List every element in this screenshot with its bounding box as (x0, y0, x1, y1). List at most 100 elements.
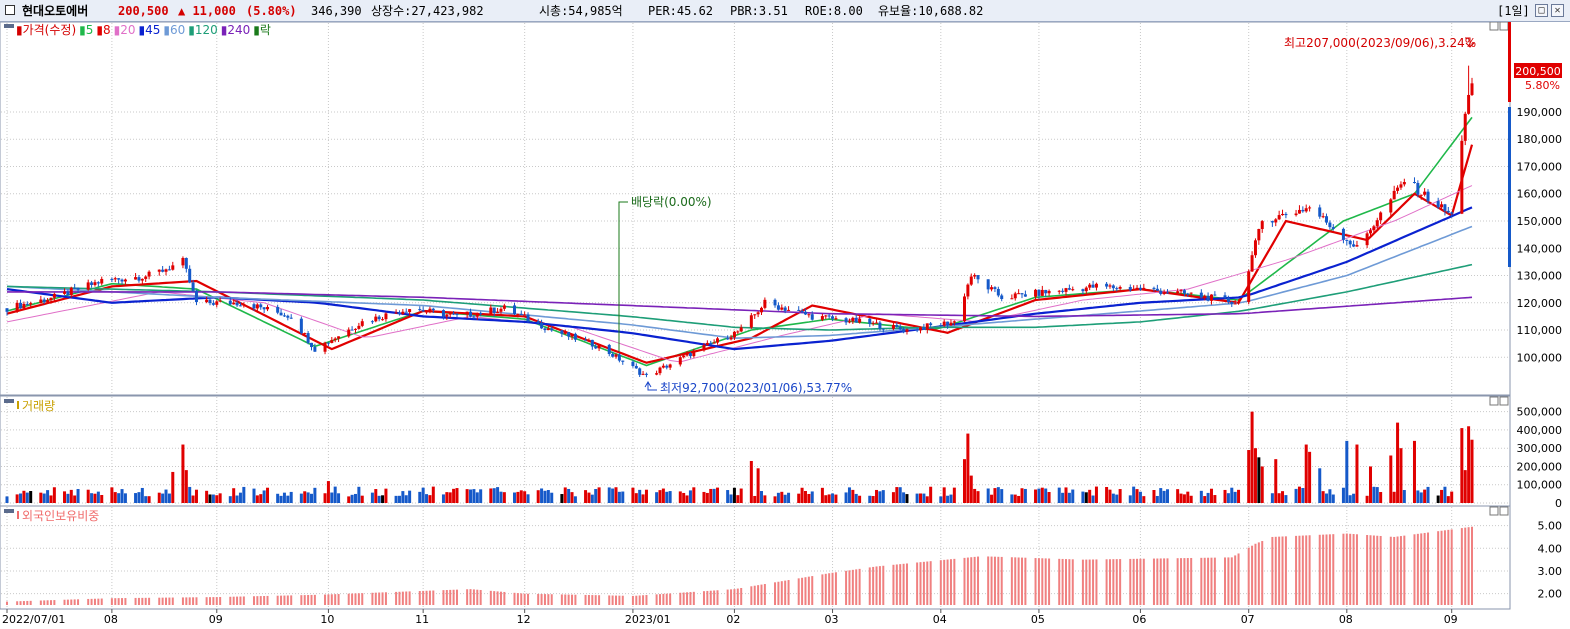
foreign-bar (49, 600, 52, 605)
per-value: PER:45.62 (648, 4, 714, 18)
foreign-bar (313, 594, 316, 605)
volume-bar (326, 481, 330, 503)
candle-body (164, 269, 168, 272)
foreign-bar (185, 597, 188, 605)
volume-bar (902, 492, 906, 503)
foreign-bar (378, 592, 381, 605)
candle-body (875, 322, 879, 324)
foreign-bar (361, 593, 364, 605)
foreign-bar (574, 594, 577, 605)
volume-bar (242, 486, 246, 503)
foreign-bar (645, 595, 648, 605)
foreign-bar (1437, 531, 1440, 605)
foreign-bar (1396, 536, 1399, 605)
panel-close-icon[interactable] (1499, 506, 1509, 516)
foreign-bar (1413, 534, 1416, 605)
dividend-annotation: 배당락(0.00%) (631, 195, 712, 209)
volume-bar (763, 495, 767, 503)
candle-body (384, 313, 388, 320)
candle-body (310, 342, 314, 348)
foreign-bar (1207, 557, 1210, 605)
foreign-bar (100, 598, 103, 605)
volume-bar (194, 489, 198, 503)
foreign-bar (195, 597, 198, 605)
volume-bar (1034, 489, 1038, 503)
legend-item: ▮5 (79, 23, 93, 37)
candle-body (726, 338, 730, 340)
candle-body (1067, 288, 1071, 290)
candle-body (1470, 83, 1474, 95)
foreign-bar (892, 564, 895, 605)
candle-body (1304, 208, 1308, 212)
foreign-bar (1058, 558, 1061, 605)
volume-bar (925, 496, 929, 503)
foreign-bar (615, 595, 618, 605)
panel-menu-icon[interactable] (4, 509, 14, 513)
panel-minimize-icon[interactable] (1489, 506, 1499, 516)
panel-close-icon[interactable] (1499, 396, 1509, 406)
foreign-bar (1284, 536, 1287, 605)
foreign-bar (110, 598, 113, 605)
candle-body (1186, 293, 1190, 295)
candle-body (597, 344, 601, 349)
chart-checkbox[interactable] (5, 5, 15, 15)
foreign-bar (1041, 558, 1044, 605)
volume-bar (394, 495, 398, 503)
panel-menu-icon[interactable] (4, 24, 14, 28)
foreign-bar (137, 597, 140, 605)
foreign-bar (1308, 535, 1311, 605)
foreign-bar (757, 585, 760, 605)
foreign-bar (19, 601, 22, 605)
candle-body (655, 373, 659, 375)
candle-body (49, 297, 53, 301)
candle-body (902, 329, 906, 332)
candle-body (1260, 221, 1264, 230)
candle-body (797, 309, 801, 311)
foreign-bar (1427, 532, 1430, 605)
candle-body (397, 312, 401, 315)
period-selector[interactable]: [1일] (1497, 4, 1530, 18)
candle-body (1270, 221, 1274, 223)
foreign-bar (1403, 535, 1406, 605)
foreign-bar (750, 586, 753, 605)
panel-minimize-icon[interactable] (1489, 396, 1499, 406)
foreign-bar (1366, 535, 1369, 605)
maximize-button[interactable]: □ (1535, 4, 1548, 17)
foreign-bar (503, 591, 506, 605)
candle-body (739, 327, 743, 332)
volume-bar (966, 433, 970, 503)
foreign-bar (679, 592, 682, 605)
volume-bar (773, 496, 777, 503)
volume-bar (1281, 491, 1285, 503)
volume-bar (759, 491, 763, 503)
volume-bar (513, 492, 517, 503)
volume-bar (868, 495, 872, 503)
close-button[interactable]: ✕ (1551, 4, 1564, 17)
volume-bar (1071, 489, 1075, 503)
candle-body (688, 353, 692, 357)
volume-bar (597, 487, 601, 503)
volume-bar (631, 487, 635, 503)
volume-bar (990, 494, 994, 503)
volume-bar (306, 492, 310, 503)
candle-body (946, 321, 950, 326)
candle-body (824, 315, 828, 317)
foreign-bar (73, 599, 76, 605)
foreign-bar (1071, 559, 1074, 605)
foreign-bar (1142, 558, 1145, 605)
panel-menu-icon[interactable] (4, 399, 14, 403)
volume-bar (22, 490, 26, 503)
foreign-bar (520, 593, 523, 605)
foreign-bar (1352, 534, 1355, 605)
candle-body (448, 313, 452, 315)
volume-bar (499, 491, 503, 503)
volume-bar (797, 493, 801, 503)
panel-close-icon[interactable] (1499, 22, 1509, 31)
foreign-bar (1271, 536, 1274, 605)
foreign-bar (232, 596, 235, 605)
volume-bar (1297, 486, 1301, 503)
panel-minimize-icon[interactable] (1489, 22, 1499, 31)
foreign-bar (1112, 559, 1115, 605)
volume-bar (712, 488, 716, 503)
candle-body (496, 311, 500, 313)
